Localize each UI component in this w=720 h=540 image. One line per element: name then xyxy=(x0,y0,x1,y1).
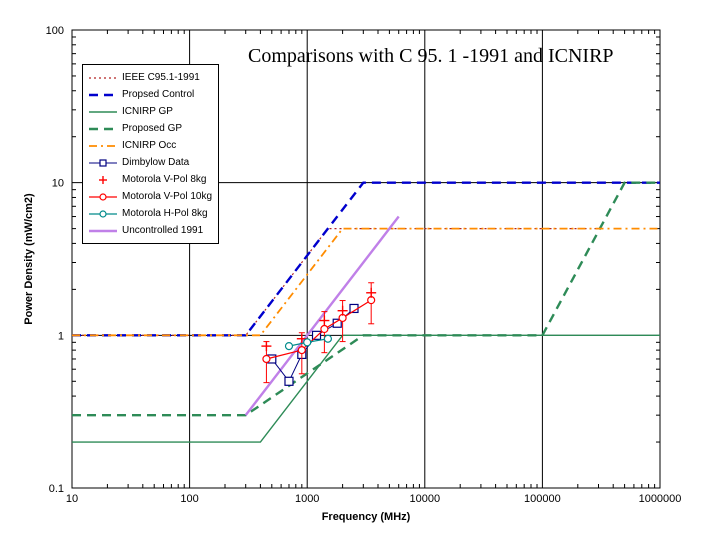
legend-swatch xyxy=(89,123,117,135)
x-tick-label: 100000 xyxy=(524,493,561,505)
legend-label: ICNIRP GP xyxy=(122,106,173,117)
legend-swatch xyxy=(89,191,117,203)
legend-item: ICNIRP GP xyxy=(89,103,212,120)
chart-title: Comparisons with C 95. 1 -1991 and ICNIR… xyxy=(248,45,614,68)
legend-swatch xyxy=(89,106,117,118)
legend-swatch xyxy=(89,89,117,101)
legend-item: Propsed Control xyxy=(89,86,212,103)
legend-swatch xyxy=(89,174,117,186)
legend-swatch xyxy=(89,225,117,237)
legend-item: Motorola H-Pol 8kg xyxy=(89,205,212,222)
legend-item: IEEE C95.1-1991 xyxy=(89,69,212,86)
legend-label: Dimbylow Data xyxy=(122,157,189,168)
legend-item: ICNIRP Occ xyxy=(89,137,212,154)
legend-swatch xyxy=(89,140,117,152)
x-axis-label: Frequency (MHz) xyxy=(322,511,411,523)
series-icnirp-gp xyxy=(72,335,660,442)
y-tick-label: 100 xyxy=(46,25,64,37)
x-tick-label: 100 xyxy=(180,493,198,505)
legend-label: Motorola V-Pol 8kg xyxy=(122,174,207,185)
legend-item: Motorola V-Pol 8kg xyxy=(89,171,212,188)
x-tick-label: 1000 xyxy=(295,493,319,505)
legend-label: IEEE C95.1-1991 xyxy=(122,72,200,83)
x-tick-label: 1000000 xyxy=(639,493,682,505)
legend-item: Dimbylow Data xyxy=(89,154,212,171)
legend-label: Uncontrolled 1991 xyxy=(122,225,203,236)
legend-label: Proposed GP xyxy=(122,123,182,134)
legend: IEEE C95.1-1991 Propsed Control ICNIRP GP P… xyxy=(82,64,219,244)
legend-label: Motorola H-Pol 8kg xyxy=(122,208,208,219)
legend-item: Proposed GP xyxy=(89,120,212,137)
chart-container: 10 100 1000 10000 100000 1000000 0.1 1 10 100 Freq… xyxy=(0,0,720,540)
x-tick-label: 10 xyxy=(66,493,78,505)
legend-item: Uncontrolled 1991 xyxy=(89,222,212,239)
series-uncontrolled-1991 xyxy=(246,217,399,416)
legend-label: ICNIRP Occ xyxy=(122,140,176,151)
y-axis-label: Power Density (mW/cm2) xyxy=(23,193,35,325)
y-tick-label: 10 xyxy=(52,178,64,190)
x-tick-label: 10000 xyxy=(410,493,441,505)
legend-label: Motorola V-Pol 10kg xyxy=(122,191,212,202)
legend-item: Motorola V-Pol 10kg xyxy=(89,188,212,205)
legend-swatch xyxy=(89,157,117,169)
legend-label: Propsed Control xyxy=(122,89,194,100)
y-tick-label: 0.1 xyxy=(49,483,64,495)
legend-swatch xyxy=(89,72,117,84)
legend-swatch xyxy=(89,208,117,220)
y-tick-label: 1 xyxy=(58,330,64,342)
